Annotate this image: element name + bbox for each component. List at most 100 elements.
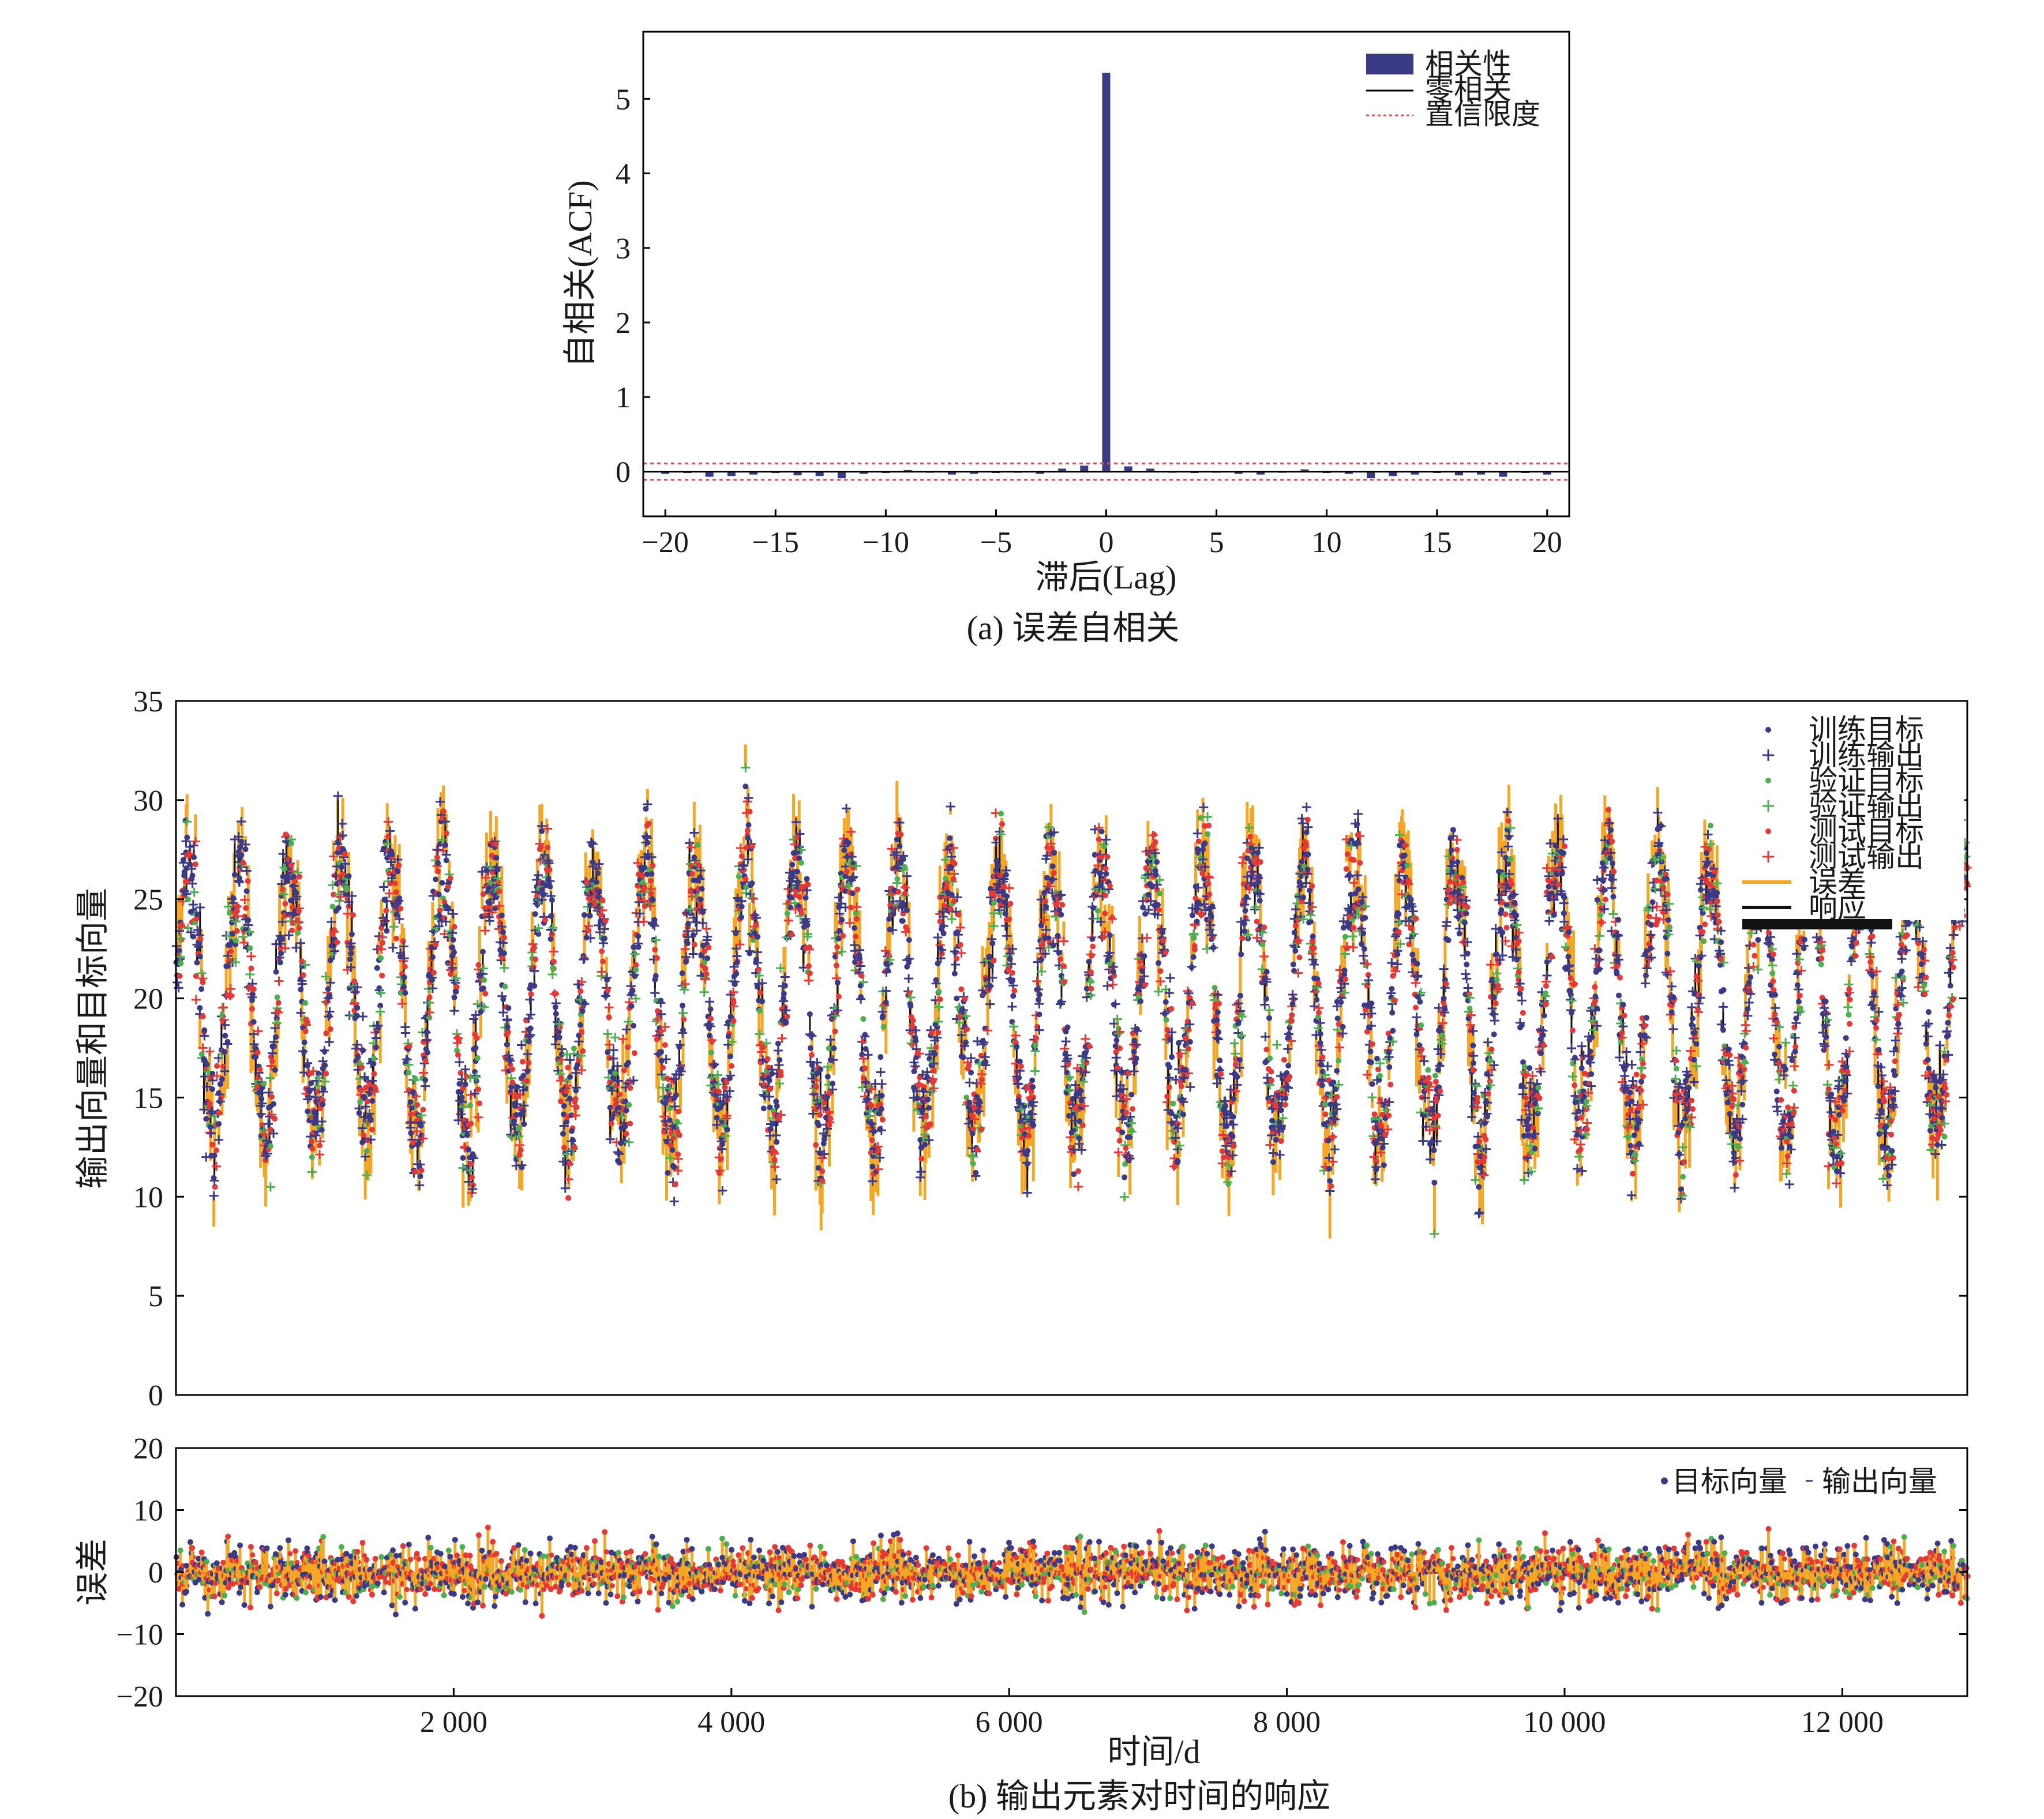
acf-bar xyxy=(860,471,868,474)
acf-bar xyxy=(1080,466,1089,472)
response-test-point xyxy=(617,1092,623,1098)
response-test-point xyxy=(869,1137,875,1143)
response-test-point xyxy=(805,882,811,888)
response-test-point xyxy=(843,868,850,875)
response-output-point xyxy=(291,943,301,952)
response-target-point xyxy=(845,840,852,846)
response-target-point xyxy=(622,1123,628,1130)
response-output-point xyxy=(382,896,392,906)
response-target-point xyxy=(450,937,456,943)
response-output-point xyxy=(404,1060,414,1070)
response-target-point xyxy=(579,1008,586,1014)
response-test-point xyxy=(672,1181,678,1187)
response-output-point xyxy=(307,1167,317,1177)
response-target-point xyxy=(951,970,958,977)
response-test-point xyxy=(784,1014,790,1020)
response-test-point xyxy=(323,1070,329,1077)
acf-bar xyxy=(749,471,758,475)
response-test-point xyxy=(410,1139,417,1146)
acf-xtick-label: −15 xyxy=(752,526,799,559)
response-target-point xyxy=(556,1034,562,1041)
response-test-point xyxy=(249,1006,255,1012)
response-target-point xyxy=(520,1072,527,1079)
response-target-point xyxy=(245,917,252,923)
response-test-point xyxy=(435,868,441,875)
response-test-point xyxy=(999,821,1006,827)
response-target-point xyxy=(957,942,963,948)
response-target-point xyxy=(922,1141,928,1147)
response-target-point xyxy=(396,895,403,901)
response-test-point xyxy=(565,1064,571,1071)
response-target-point xyxy=(313,1114,319,1120)
response-target-point xyxy=(883,999,889,1006)
response-test-point xyxy=(342,851,348,857)
response-target-point xyxy=(1036,1011,1042,1018)
response-target-point xyxy=(766,1077,772,1083)
response-target-point xyxy=(222,1048,228,1055)
acf-xtick-label: −20 xyxy=(642,526,689,559)
response-test-point xyxy=(268,1127,274,1133)
response-test-point xyxy=(954,955,960,962)
response-output-point xyxy=(200,1031,209,1041)
response-target-point xyxy=(579,1029,585,1035)
response-target-point xyxy=(393,935,399,942)
response-output-point xyxy=(220,1020,230,1030)
response-output-point xyxy=(547,925,557,935)
acf-ticks: −20 −15 −10 −5 0 5 10 15 20 0 1 2 3 4 5 xyxy=(616,83,1562,559)
response-target-point xyxy=(567,1074,573,1080)
response-target-point xyxy=(474,1055,481,1062)
response-target-point xyxy=(269,1094,275,1100)
response-output-point xyxy=(205,1047,215,1056)
response-output-point xyxy=(354,1104,364,1113)
response-target-point xyxy=(1064,1024,1071,1030)
response-target-point xyxy=(222,1033,228,1039)
response-output-point xyxy=(419,1068,429,1078)
response-target-point xyxy=(384,854,391,861)
response-target-point xyxy=(302,1000,309,1006)
response-test-point xyxy=(966,1062,972,1068)
response-test-point xyxy=(808,1052,815,1058)
response-target-point xyxy=(232,937,239,944)
response-target-point xyxy=(192,861,198,868)
response-test-point xyxy=(706,944,712,951)
response-target-point xyxy=(1049,863,1056,869)
response-output-point xyxy=(207,1128,216,1138)
response-target-point xyxy=(322,1062,328,1068)
response-test-point xyxy=(797,894,803,900)
legend-label-zero: 零相关 xyxy=(1425,73,1512,106)
response-target-point xyxy=(802,895,809,901)
response-target-point xyxy=(1025,1147,1031,1154)
response-output-point xyxy=(699,987,709,997)
response-target-point xyxy=(665,1170,671,1176)
response-test-point xyxy=(406,1043,412,1049)
response-output-point xyxy=(752,947,762,957)
response-target-point xyxy=(309,1154,315,1160)
response-output-point xyxy=(246,951,256,961)
response-target-point xyxy=(393,912,400,918)
response-test-point xyxy=(563,1088,569,1094)
response-target-point xyxy=(635,944,642,950)
response-output-point xyxy=(245,970,255,980)
response-target-point xyxy=(669,1147,676,1153)
response-target-point xyxy=(969,1130,976,1137)
response-target-point xyxy=(572,1096,579,1102)
acf-bar xyxy=(793,471,802,475)
response-test-point xyxy=(988,890,995,897)
response-target-point xyxy=(420,1107,426,1113)
response-target-point xyxy=(305,1108,311,1115)
response-output-point xyxy=(395,914,404,924)
response-output-point xyxy=(269,1128,279,1138)
response-target-point xyxy=(478,1008,484,1015)
response-target-point xyxy=(875,1147,882,1154)
response-test-point xyxy=(877,1101,883,1108)
response-output-point xyxy=(358,1012,368,1022)
response-target-point xyxy=(789,861,796,868)
response-test-point xyxy=(327,1026,333,1032)
response-output-point xyxy=(273,1007,283,1017)
response-target-point xyxy=(988,962,995,969)
response-output-point xyxy=(212,1071,222,1081)
response-output-point xyxy=(399,954,409,963)
response-output-point xyxy=(187,879,197,888)
response-target-point xyxy=(373,1044,380,1051)
acf-bar xyxy=(948,471,956,475)
